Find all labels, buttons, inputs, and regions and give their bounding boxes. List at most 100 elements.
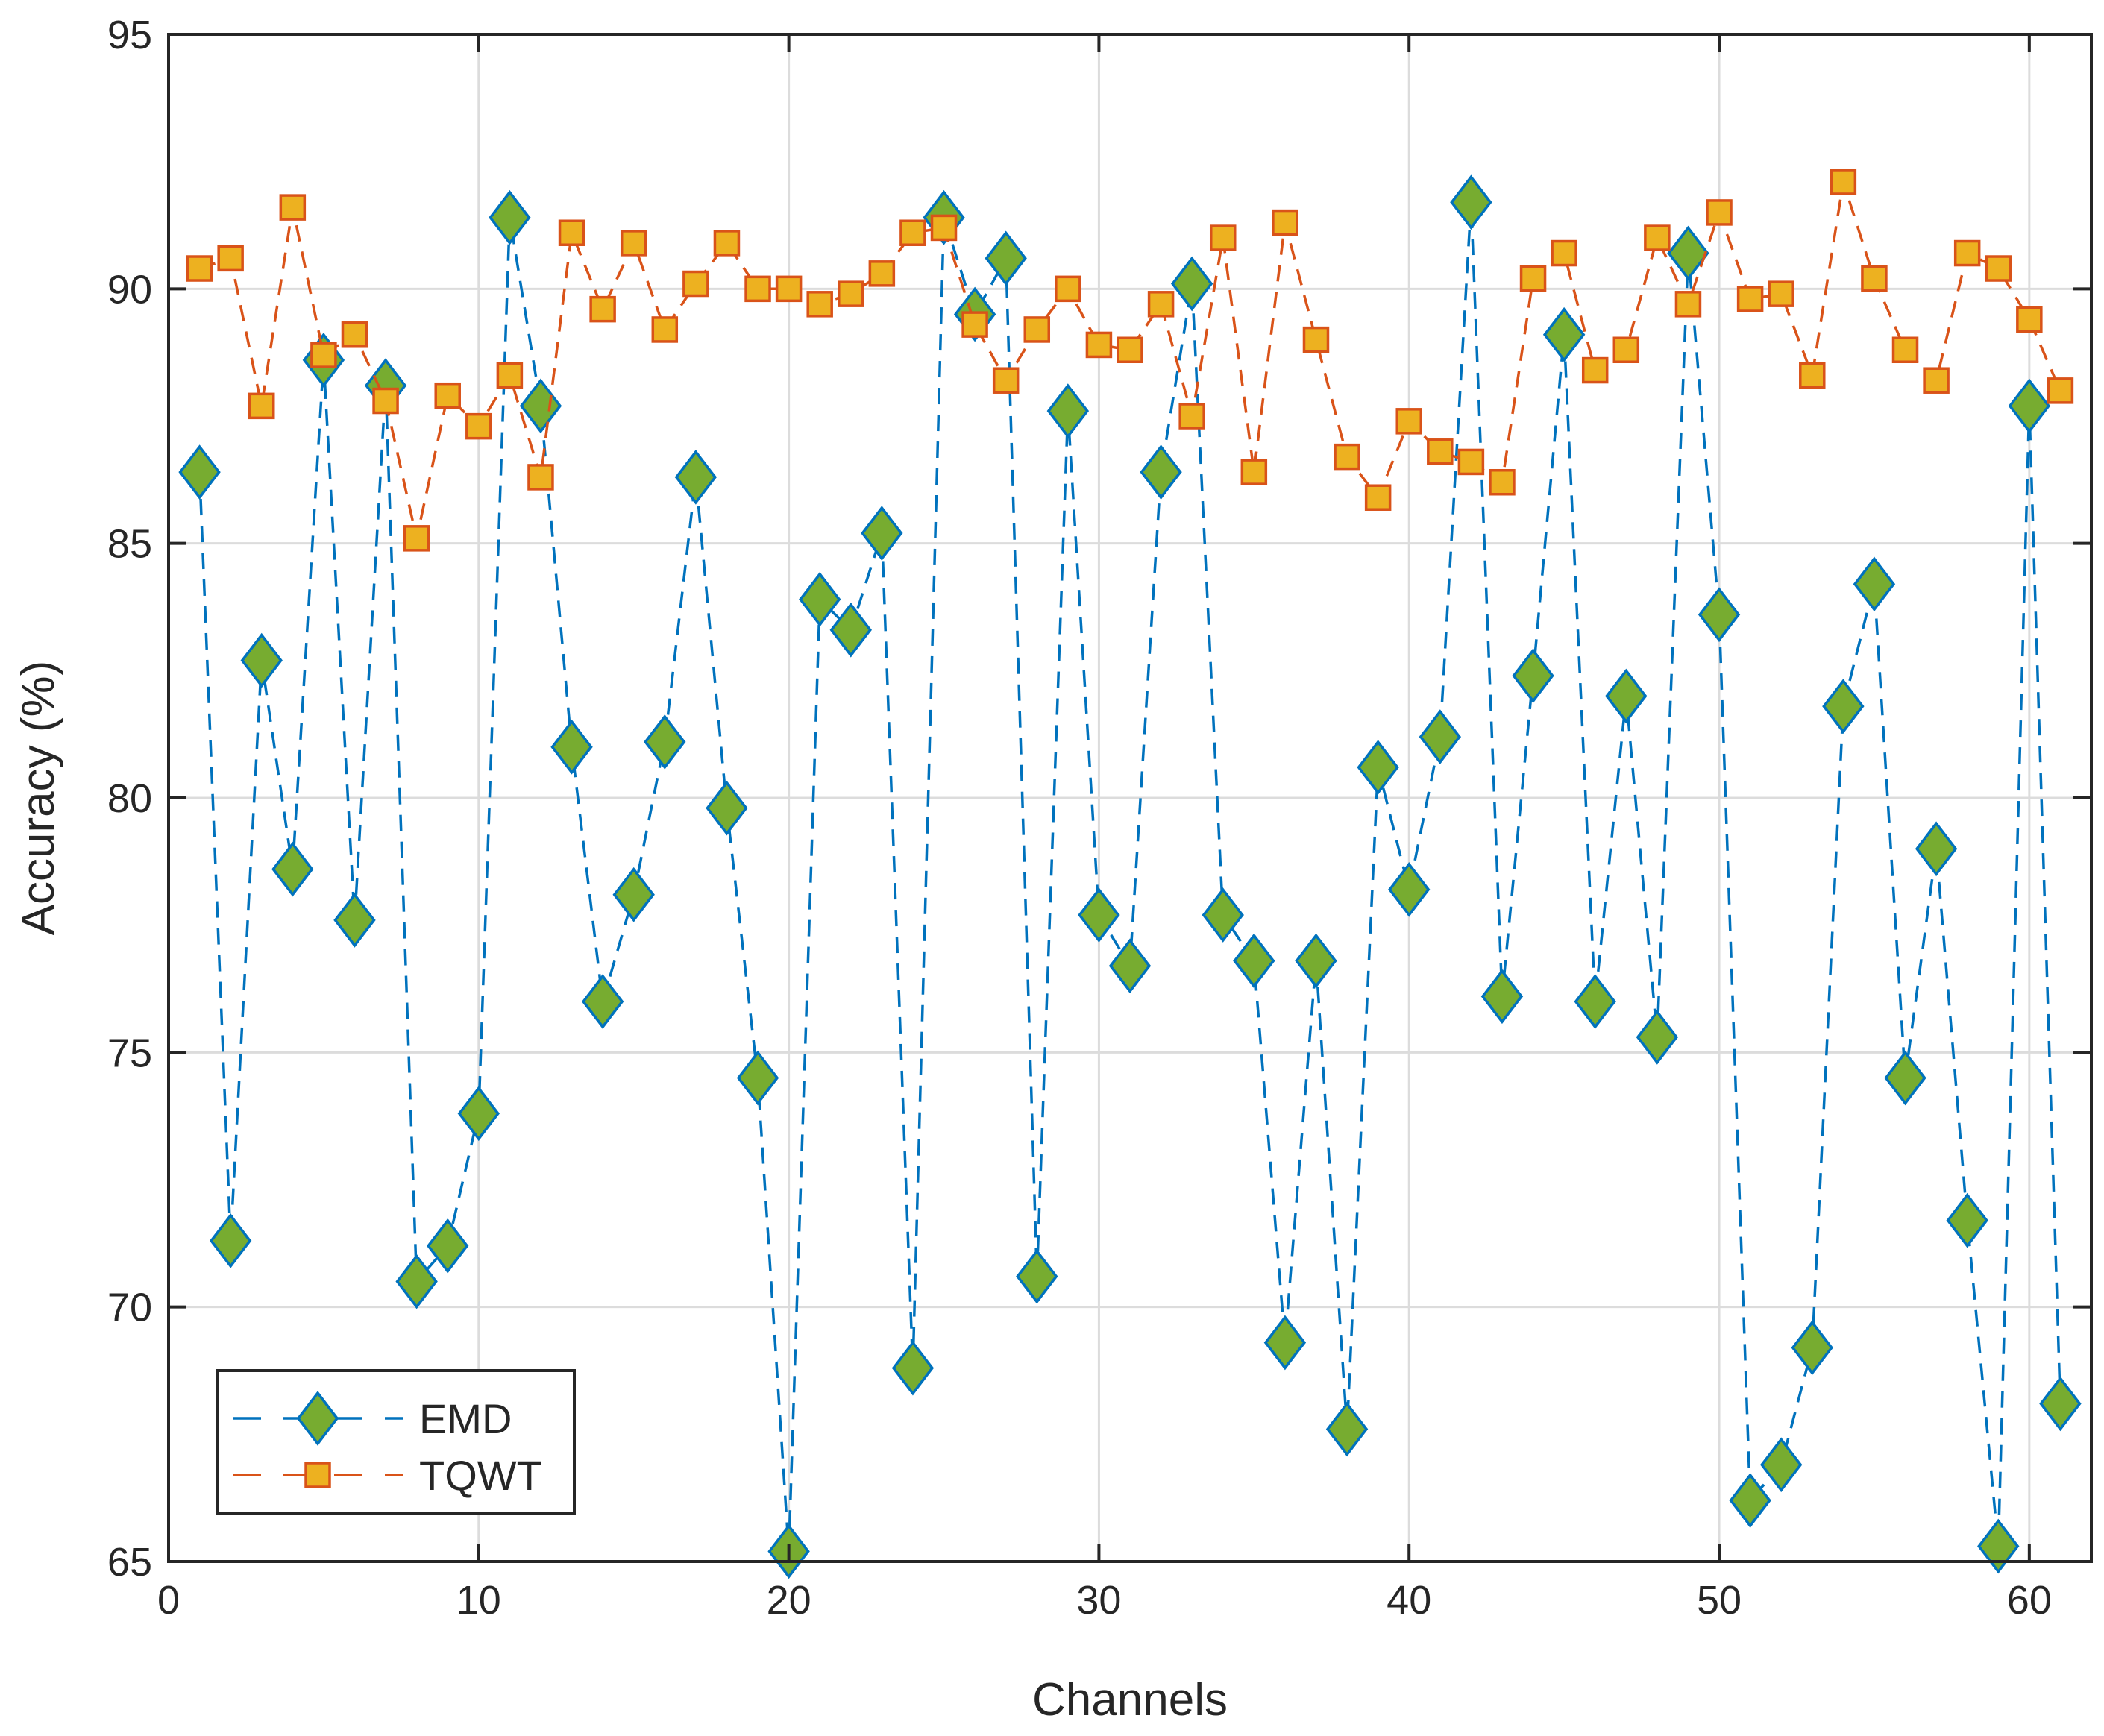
tqwt-point — [310, 342, 337, 368]
emd-point — [1419, 709, 1462, 764]
tqwt-point — [682, 270, 709, 298]
tqwt-point — [186, 255, 213, 282]
tqwt-point — [1427, 438, 1454, 465]
tqwt-point — [620, 230, 647, 257]
tqwt-point — [1736, 286, 1764, 312]
legend-label-tqwt: TQWT — [419, 1452, 542, 1499]
y-tick-label: 80 — [107, 776, 152, 821]
emd-point — [1667, 225, 1709, 281]
emd-point — [1698, 587, 1741, 643]
legend-entry-tqwt: TQWT — [233, 1452, 542, 1499]
emd-point — [1016, 1248, 1058, 1304]
emd-point — [1946, 1192, 1988, 1248]
tqwt-point — [496, 362, 524, 389]
tqwt-point — [1117, 336, 1143, 364]
tqwt-point — [1147, 291, 1175, 318]
tqwt-point — [1768, 280, 1794, 307]
tqwt-point — [1519, 265, 1547, 292]
tqwt-point — [1085, 331, 1113, 359]
emd-point — [1388, 861, 1431, 917]
y-tick-label: 85 — [107, 522, 152, 567]
tqwt-point — [1395, 408, 1422, 435]
tqwt-point — [744, 275, 771, 303]
tqwt-point — [838, 280, 864, 307]
legend-marker-tqwt — [304, 1462, 331, 1488]
tqwt-point — [1953, 239, 1981, 267]
emd-point — [891, 1340, 935, 1396]
tqwt-point — [1891, 336, 1919, 364]
x-tick-label: 10 — [456, 1578, 501, 1623]
y-tick-label: 90 — [107, 267, 152, 312]
emd-point — [1977, 1518, 2020, 1574]
emd-point — [1915, 821, 1958, 877]
legend-label-emd: EMD — [419, 1395, 512, 1442]
tqwt-point — [434, 382, 461, 409]
x-tick-label: 0 — [157, 1578, 180, 1623]
emd-point — [395, 1254, 438, 1309]
tqwt-point — [2047, 377, 2074, 404]
legend-box — [216, 1369, 576, 1515]
x-tick-label: 30 — [1076, 1578, 1121, 1623]
emd-point — [178, 444, 221, 500]
emd-point — [519, 378, 562, 434]
emd-point — [1605, 668, 1648, 724]
emd-point — [612, 867, 655, 922]
x-axis-title: Channels — [1032, 1674, 1228, 1726]
tqwt-point — [1240, 459, 1268, 485]
tqwt-point — [868, 260, 896, 287]
tqwt-point — [1706, 199, 1733, 226]
tqwt-point — [775, 275, 803, 303]
emd-point — [1263, 1315, 1307, 1371]
tqwt-point — [1209, 224, 1237, 251]
y-tick-label: 95 — [107, 13, 152, 57]
emd-point — [1729, 1473, 1771, 1528]
tqwt-point — [527, 464, 554, 491]
emd-point — [1512, 648, 1554, 704]
emd-point — [2008, 378, 2051, 434]
tqwt-point — [589, 295, 616, 323]
emd-point — [644, 714, 686, 770]
emd-point — [1759, 1437, 1803, 1493]
x-tick-label: 60 — [2007, 1578, 2052, 1623]
emd-point — [985, 230, 1027, 286]
y-axis-title: Accuracy (%) — [13, 661, 64, 936]
emd-point — [1078, 887, 1120, 943]
emd-point — [240, 632, 283, 688]
tqwt-point — [341, 321, 368, 348]
emd-point — [736, 1050, 779, 1106]
tqwt-point — [1674, 291, 1702, 318]
emd-point — [1450, 174, 1492, 230]
tqwt-point — [1799, 362, 1826, 389]
grid-layer — [169, 34, 2091, 1562]
tqwt-point — [806, 291, 833, 318]
tqwt-point — [558, 219, 585, 246]
legend: EMD TQWT — [216, 1369, 576, 1515]
tqwt-point — [2016, 306, 2043, 333]
tqwt-point — [1830, 169, 1857, 195]
tqwt-point — [1551, 239, 1577, 267]
tqwt-point — [930, 214, 958, 242]
emd-point — [1480, 969, 1524, 1025]
x-tick-label: 20 — [767, 1578, 811, 1623]
legend-marker-emd — [296, 1391, 339, 1446]
tqwt-point — [1489, 468, 1516, 496]
emd-point — [1170, 256, 1213, 312]
tqwt-point — [1055, 275, 1081, 303]
series-layer — [178, 169, 2082, 1579]
emd-point — [1357, 740, 1399, 795]
tqwt-point — [1272, 209, 1298, 236]
tqwt-point — [1302, 326, 1330, 353]
tqwt-point — [1861, 265, 1888, 292]
emd-point — [209, 1213, 252, 1268]
emd-point — [1325, 1401, 1369, 1457]
emd-point — [2039, 1376, 2082, 1432]
y-tick-label: 75 — [107, 1031, 152, 1075]
y-tick-label: 65 — [107, 1540, 152, 1585]
emd-point — [1202, 887, 1244, 943]
tqwt-point — [1023, 316, 1051, 343]
tqwt-point — [713, 230, 741, 257]
tqwt-point — [1644, 224, 1671, 251]
emd-point — [271, 841, 314, 897]
emd-point — [1046, 383, 1090, 439]
